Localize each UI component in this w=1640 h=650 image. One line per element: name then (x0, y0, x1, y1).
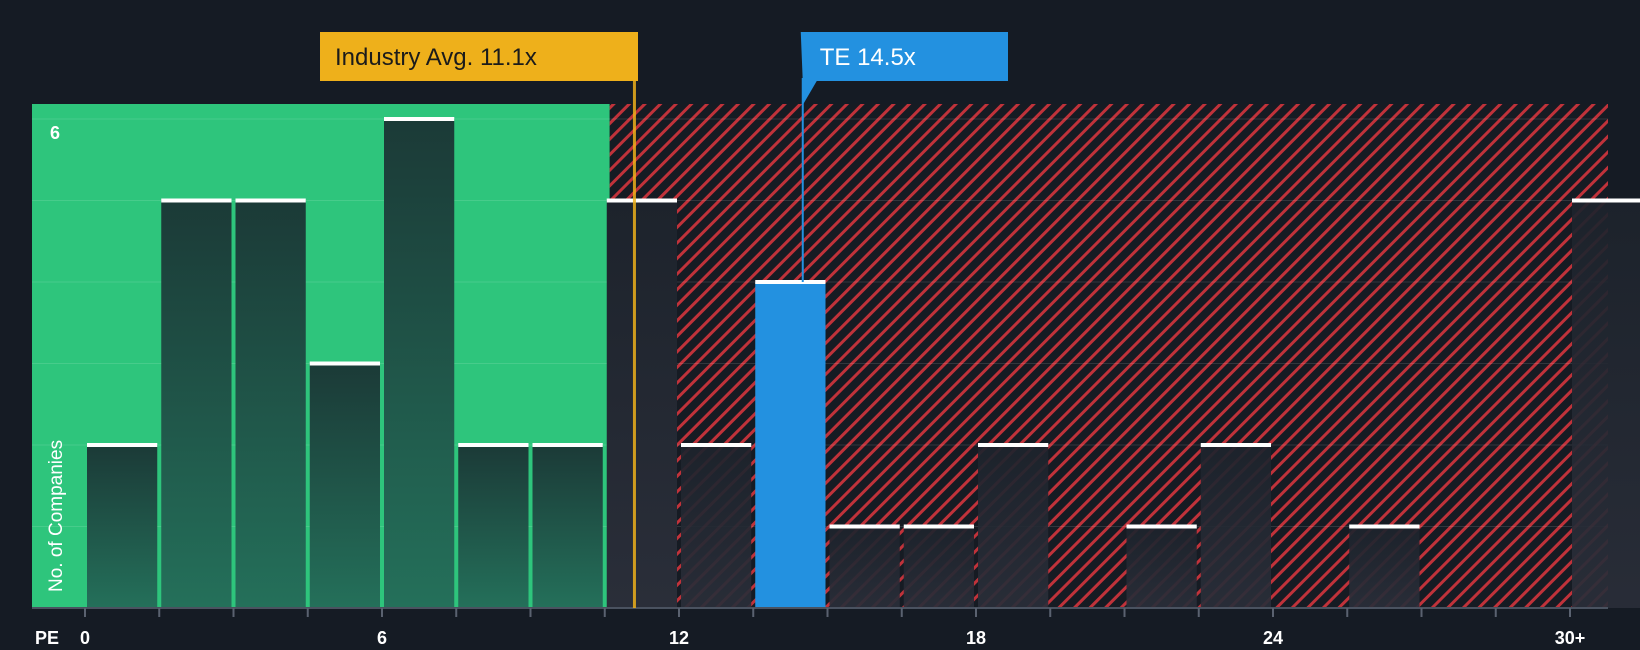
x-axis-ticks: 0 6 12 18 24 30+ (80, 608, 1585, 648)
bar (1349, 526, 1420, 608)
x-tick-label: 6 (377, 628, 387, 648)
y-axis-label: No. of Companies (46, 440, 67, 592)
bar-cap (1349, 524, 1420, 529)
bar (1200, 445, 1271, 608)
bar-cap (606, 198, 677, 203)
x-tick-label: 24 (1263, 628, 1283, 648)
bar-cap (384, 117, 455, 121)
bar-cap (87, 443, 158, 447)
bar-cap (532, 443, 603, 447)
bar-cap (1572, 198, 1640, 203)
bar-highlight (755, 282, 826, 608)
bar-cap (829, 524, 900, 529)
bar-cap (309, 361, 380, 366)
bar-cap (681, 443, 752, 447)
bar-cap (161, 198, 232, 203)
bar-cap (458, 443, 529, 447)
bar-cap (1200, 443, 1271, 447)
bar-cap (978, 443, 1049, 447)
bar (309, 363, 380, 608)
bar (606, 200, 677, 608)
bar (1126, 526, 1197, 608)
industry-average-marker: Industry Avg. 11.1x (320, 32, 638, 608)
industry-average-label: Industry Avg. 11.1x (335, 44, 537, 71)
bar-cap (1126, 524, 1197, 529)
bars (87, 117, 1640, 608)
x-tick-label: 18 (966, 628, 986, 648)
x-tick-label: 0 (80, 628, 90, 648)
bar (235, 200, 306, 608)
bar (87, 445, 158, 608)
bar (978, 445, 1049, 608)
x-axis-label: PE (35, 628, 59, 648)
bar (458, 445, 529, 608)
industry-average-callout (320, 32, 638, 81)
company-callout (800, 32, 1008, 105)
y-tick-label: 6 (50, 123, 60, 143)
bar (161, 200, 232, 608)
bar (532, 445, 603, 608)
company-label: TE 14.5x (820, 44, 916, 71)
bar (681, 445, 752, 608)
bar (1572, 200, 1640, 608)
bar-cap (903, 524, 974, 529)
bar-cap (755, 280, 826, 284)
x-tick-label: 12 (669, 628, 689, 648)
bar (829, 526, 900, 608)
x-tick-label: 30+ (1555, 628, 1586, 648)
bar (384, 119, 455, 608)
bar-cap (235, 198, 306, 203)
company-marker: TE 14.5x (800, 32, 1008, 282)
bar (903, 526, 974, 608)
